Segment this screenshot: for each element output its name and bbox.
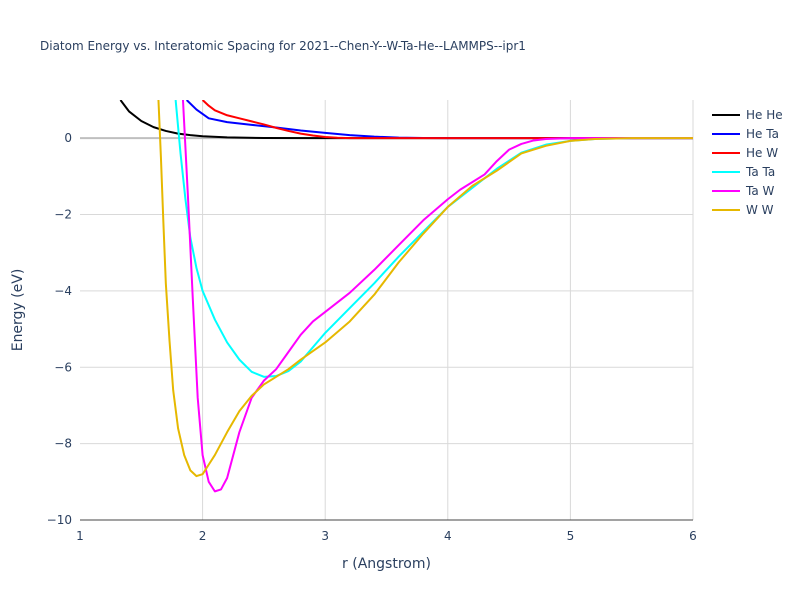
y-axis-title: Energy (eV) <box>10 269 26 352</box>
series-line-he-w <box>201 100 693 140</box>
gridlines <box>80 100 694 521</box>
legend-item[interactable]: He He <box>712 108 783 122</box>
x-axis-title: r (Angstrom) <box>342 556 431 572</box>
legend: He He He Ta He W Ta Ta Ta W W W <box>712 108 783 217</box>
chart-title: Diatom Energy vs. Interatomic Spacing fo… <box>40 39 526 53</box>
legend-label: W W <box>746 203 774 217</box>
y-tick-label: −8 <box>54 437 72 451</box>
x-tick-label: 5 <box>567 529 575 543</box>
legend-item[interactable]: Ta Ta <box>712 165 775 179</box>
y-tick-label: −6 <box>54 360 72 374</box>
legend-item[interactable]: Ta W <box>712 184 775 198</box>
series-lines <box>119 100 693 493</box>
x-tick-label: 2 <box>199 529 207 543</box>
x-tick-label: 4 <box>444 529 452 543</box>
series-line-he-he <box>119 100 693 140</box>
legend-label: He W <box>746 146 778 160</box>
x-tick-label: 1 <box>76 529 84 543</box>
series-line-ta-w <box>181 100 693 493</box>
y-tick-label: 0 <box>64 131 72 145</box>
x-tick-label: 6 <box>689 529 697 543</box>
legend-item[interactable]: He Ta <box>712 127 779 141</box>
y-tick-label: −4 <box>54 284 72 298</box>
plot-area: 1 2 3 4 5 6 −10 −8 −6 −4 −2 0 <box>47 100 697 543</box>
legend-label: He He <box>746 108 783 122</box>
legend-label: Ta Ta <box>745 165 775 179</box>
legend-item[interactable]: He W <box>712 146 778 160</box>
legend-label: He Ta <box>746 127 779 141</box>
series-line-ta-ta <box>174 100 693 378</box>
y-tick-label: −10 <box>47 513 72 527</box>
series-line-w-w <box>157 100 693 478</box>
y-tick-label: −2 <box>54 208 72 222</box>
x-tick-label: 3 <box>321 529 329 543</box>
legend-item[interactable]: W W <box>712 203 774 217</box>
tick-labels: 1 2 3 4 5 6 −10 −8 −6 −4 −2 0 <box>47 131 697 543</box>
legend-label: Ta W <box>745 184 775 198</box>
series-line-he-ta <box>185 100 693 140</box>
